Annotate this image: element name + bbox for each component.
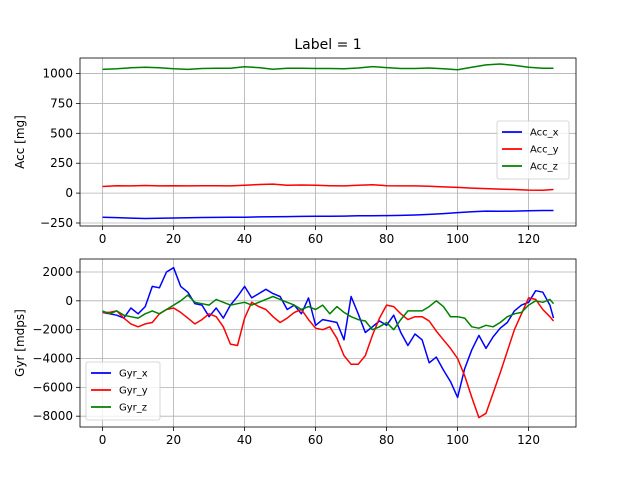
- series-line-acc-x: [102, 209, 554, 220]
- x-tick-label: 100: [446, 232, 469, 246]
- x-tick-label: 120: [517, 433, 540, 447]
- legend-label: Acc_y: [530, 145, 559, 156]
- y-tick-label: −250: [40, 216, 73, 230]
- series-line-acc-z: [102, 63, 554, 71]
- y-axis-label: Gyr [mdps]: [13, 309, 27, 377]
- x-tick-label: 60: [308, 232, 323, 246]
- y-tick-label: −6000: [32, 380, 73, 394]
- x-tick-label: 80: [379, 433, 394, 447]
- y-tick-label: 250: [50, 156, 73, 170]
- legend-box: [85, 361, 161, 421]
- y-tick-label: −2000: [32, 323, 73, 337]
- figure-title: Label = 1: [294, 37, 361, 53]
- subplot-2: 0 20 40 60 80 100 120 −8000 −6000 −4000 −2000 0 2000…: [13, 258, 577, 447]
- y-tick-label: 0: [65, 186, 73, 200]
- x-tick-label: 60: [308, 433, 323, 447]
- legend: Gyr_x Gyr_y Gyr_z: [85, 361, 161, 421]
- y-tick-label: 750: [50, 96, 73, 110]
- series-line-acc-y: [102, 183, 554, 191]
- axes-frame: [79, 57, 577, 227]
- y-axis-label: Acc [mg]: [13, 115, 27, 169]
- x-tick-label: 20: [166, 433, 181, 447]
- legend-label: Gyr_x: [119, 369, 148, 380]
- series-line-gyr-z: [102, 294, 555, 331]
- series-line-gyr-x: [102, 266, 555, 399]
- x-tick-label: 120: [517, 232, 540, 246]
- y-tick-label: −8000: [32, 409, 73, 423]
- x-tick-label: 0: [99, 232, 107, 246]
- legend-label: Gyr_y: [119, 386, 148, 397]
- x-tick-label: 40: [237, 433, 252, 447]
- x-tick-label: 20: [166, 232, 181, 246]
- legend: Acc_x Acc_y Acc_z: [496, 120, 570, 180]
- x-tick-label: 40: [237, 232, 252, 246]
- x-tick-label: 0: [99, 433, 107, 447]
- axes-frame: [79, 258, 577, 428]
- series-line-gyr-y: [102, 297, 555, 419]
- legend-label: Acc_x: [530, 128, 559, 139]
- y-tick-label: 1000: [42, 67, 73, 81]
- y-tick-label: −4000: [32, 352, 73, 366]
- x-tick-label: 80: [379, 232, 394, 246]
- legend-box: [496, 120, 570, 180]
- legend-label: Gyr_z: [119, 403, 147, 414]
- y-tick-label: 500: [50, 126, 73, 140]
- subplot-1: 0 20 40 60 80 100 120 −250 0 250 500 750 1000 Acc [mg…: [13, 57, 577, 246]
- y-tick-label: 2000: [42, 265, 73, 279]
- legend-label: Acc_z: [530, 162, 558, 173]
- y-tick-label: 0: [65, 294, 73, 308]
- x-tick-label: 100: [446, 433, 469, 447]
